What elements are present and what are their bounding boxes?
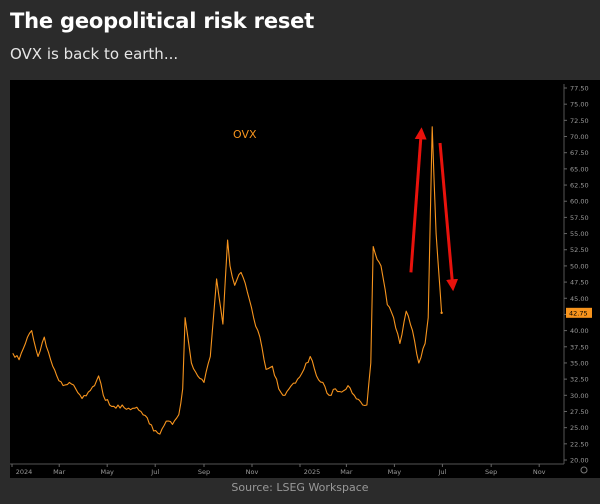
y-tick-label: 22.50	[570, 440, 589, 448]
annotation-layer	[409, 127, 459, 292]
plot-background	[10, 80, 600, 478]
y-tick-label: 75.00	[570, 101, 589, 109]
annotation-arrow-up	[409, 127, 427, 273]
y-tick-label: 50.00	[570, 262, 589, 270]
source-note: Source: LSEG Workspace	[231, 481, 369, 494]
chart-container: 20.00 22.50 25.00 27.50 30.00 32.50 35.00 37.50…	[10, 80, 600, 478]
x-tick-label: May	[100, 468, 114, 476]
x-tick-label: May	[388, 468, 402, 476]
y-tick-label: 47.50	[570, 279, 589, 287]
last-value-badge	[566, 307, 592, 318]
x-tick-label: 2025	[304, 468, 321, 476]
series-line-ovx	[12, 126, 443, 435]
y-tick-label: 30.00	[570, 392, 589, 400]
y-tick-label: 57.50	[570, 214, 589, 222]
x-tick-label: Sep	[198, 468, 210, 476]
x-tick-label: Nov	[533, 468, 546, 476]
y-tick-label: 27.50	[570, 408, 589, 416]
y-tick-label: 45.00	[570, 295, 589, 303]
annotation-arrow-down	[438, 142, 459, 292]
settings-icon	[580, 466, 588, 474]
y-tick-label: 52.50	[570, 246, 589, 254]
y-tick-label: 55.00	[570, 230, 589, 238]
y-tick-label: 60.00	[570, 198, 589, 206]
y-tick-label: 62.50	[570, 182, 589, 190]
series-label-ovx: OVX	[233, 128, 257, 141]
y-tick-label: 77.50	[570, 85, 589, 93]
x-tick-label: Jul	[437, 468, 446, 476]
y-tick-label: 25.00	[570, 424, 589, 432]
x-tick-label: Jul	[150, 468, 159, 476]
y-tick-label: 65.00	[570, 165, 589, 173]
ovx-chart: 20.00 22.50 25.00 27.50 30.00 32.50 35.00 37.50…	[10, 80, 600, 478]
x-tick-label: Mar	[340, 468, 353, 476]
y-tick-label: 32.50	[570, 376, 589, 384]
y-tick-label: 70.00	[570, 133, 589, 141]
series-layer	[12, 126, 443, 435]
last-value-label: 42.75	[569, 309, 588, 317]
x-tick-label: 2024	[16, 468, 33, 476]
y-tick-label: 72.50	[570, 117, 589, 125]
axes: 20.00 22.50 25.00 27.50 30.00 32.50 35.00 37.50…	[10, 84, 592, 476]
y-tick-label: 40.00	[570, 327, 589, 335]
last-point	[440, 311, 443, 315]
y-tick-label: 35.00	[570, 359, 589, 367]
y-tick-label: 37.50	[570, 343, 589, 351]
chart-title: The geopolitical risk reset	[10, 9, 315, 33]
x-tick-label: Sep	[485, 468, 497, 476]
x-tick-label: Nov	[246, 468, 259, 476]
y-tick-label: 20.00	[570, 457, 589, 465]
x-tick-label: Mar	[53, 468, 66, 476]
chart-subtitle: OVX is back to earth...	[10, 45, 179, 63]
y-tick-label: 67.50	[570, 149, 589, 157]
